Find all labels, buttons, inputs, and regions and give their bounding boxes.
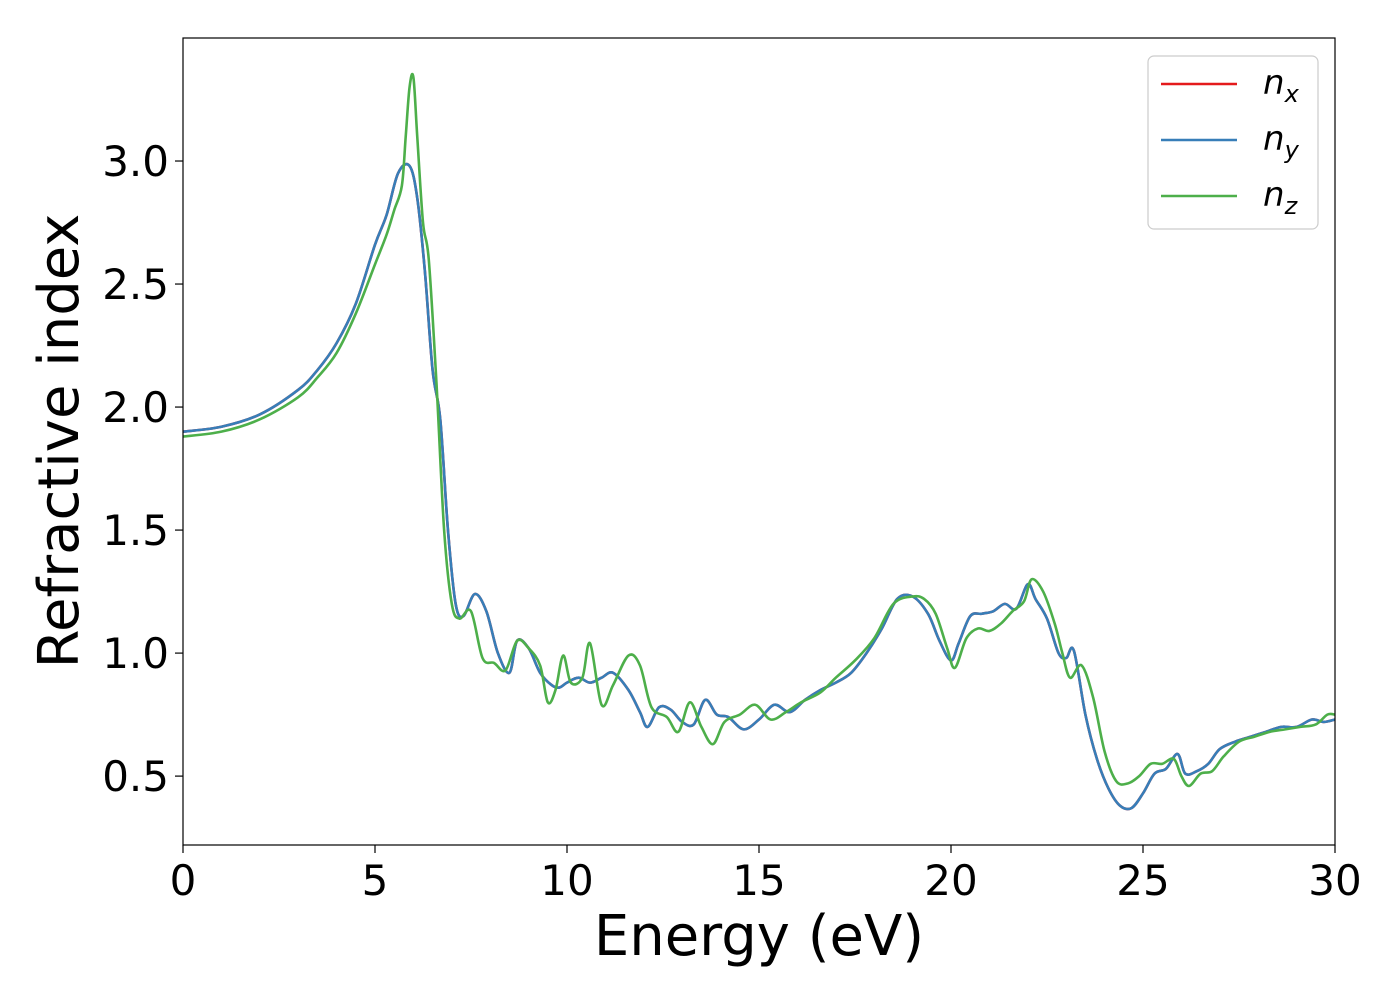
x-tick-label: 30 bbox=[1308, 856, 1361, 905]
legend-label-n-x: nx bbox=[1263, 63, 1300, 108]
x-axis-title: Energy (eV) bbox=[594, 904, 924, 969]
x-tick-label: 0 bbox=[170, 856, 197, 905]
x-tick-label: 25 bbox=[1116, 856, 1169, 905]
x-tick-label: 5 bbox=[362, 856, 389, 905]
y-tick-label: 1.5 bbox=[102, 506, 169, 555]
x-tick-label: 10 bbox=[540, 856, 593, 905]
y-axis-title: Refractive index bbox=[27, 214, 92, 669]
y-tick-label: 3.0 bbox=[102, 137, 169, 186]
x-tick-label: 15 bbox=[732, 856, 785, 905]
series-line-n-y bbox=[182, 162, 1336, 811]
y-tick-label: 2.5 bbox=[102, 260, 169, 309]
y-tick-label: 1.0 bbox=[102, 629, 169, 678]
y-tick-label: 2.0 bbox=[102, 383, 169, 432]
legend-label-n-y: ny bbox=[1263, 119, 1300, 164]
legend-label-n-z: nz bbox=[1263, 175, 1299, 220]
ticks-layer: 0 5 10 15 20 25 30 0.5 1.0 1.5 2.0 2.5 3.0 bbox=[102, 137, 1362, 905]
legend: nx ny nz bbox=[1147, 55, 1319, 230]
series-line-n-x bbox=[182, 162, 1336, 811]
series-layer bbox=[182, 72, 1336, 811]
y-tick-label: 0.5 bbox=[102, 752, 169, 801]
x-tick-label: 20 bbox=[924, 856, 977, 905]
series-line-n-z bbox=[182, 72, 1336, 788]
legend-box bbox=[1147, 55, 1319, 230]
